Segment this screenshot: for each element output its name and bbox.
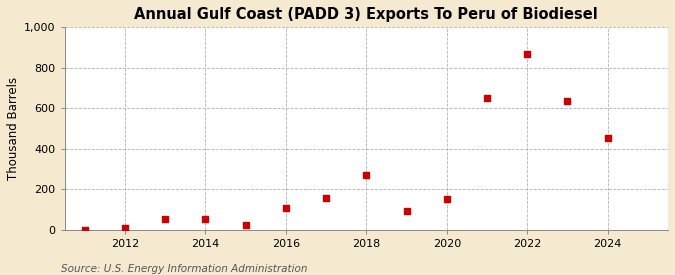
Point [119, 226, 130, 230]
Point [482, 96, 493, 100]
Point [200, 216, 211, 221]
Point [321, 196, 331, 200]
Point [522, 51, 533, 56]
Point [80, 228, 90, 232]
Point [281, 205, 292, 210]
Y-axis label: Thousand Barrels: Thousand Barrels [7, 77, 20, 180]
Point [602, 136, 613, 140]
Point [562, 99, 573, 103]
Title: Annual Gulf Coast (PADD 3) Exports To Peru of Biodiesel: Annual Gulf Coast (PADD 3) Exports To Pe… [134, 7, 598, 22]
Point [160, 216, 171, 221]
Point [401, 208, 412, 213]
Point [361, 173, 372, 177]
Point [240, 222, 251, 227]
Point [441, 197, 452, 202]
Text: Source: U.S. Energy Information Administration: Source: U.S. Energy Information Administ… [61, 264, 307, 274]
